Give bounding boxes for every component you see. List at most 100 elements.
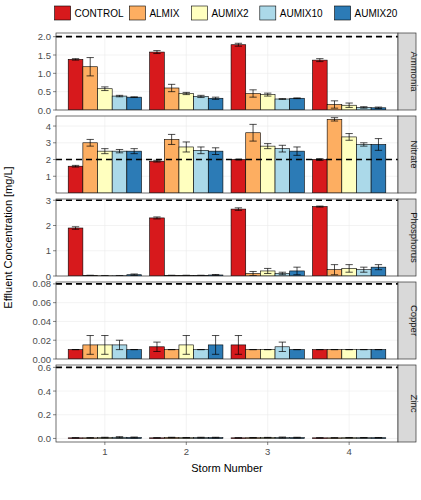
tick-mark — [53, 159, 56, 160]
error-bar — [168, 437, 175, 438]
y-tick-label: 0.6 — [38, 362, 51, 373]
error-bar — [331, 437, 338, 438]
bar — [327, 119, 342, 193]
bar — [150, 437, 165, 439]
error-bar — [249, 271, 256, 275]
bar — [371, 144, 386, 193]
panel: 0.00.20.40.61234Zinc — [38, 362, 420, 457]
error-bar — [316, 349, 323, 350]
error-bar — [293, 97, 300, 99]
bar — [68, 166, 83, 193]
panel-border — [56, 199, 398, 276]
bar — [68, 228, 83, 276]
bar — [246, 437, 261, 439]
tick-mark — [53, 73, 56, 74]
tick-mark — [53, 176, 56, 177]
grid-line — [104, 365, 105, 442]
bar — [342, 350, 357, 359]
error-bar — [249, 437, 256, 438]
legend: CONTROLALMIXAUMIX2AUMIX10AUMIX20 — [55, 6, 398, 20]
bar — [290, 151, 305, 193]
bar — [327, 350, 342, 359]
bar — [83, 143, 98, 193]
error-bar — [153, 437, 160, 438]
grid-line — [104, 199, 105, 276]
bar — [275, 149, 290, 193]
bar — [231, 160, 246, 193]
bar — [260, 350, 275, 359]
reference-line — [56, 367, 398, 369]
error-bar — [72, 437, 79, 438]
bar — [313, 60, 328, 110]
tick-mark — [104, 442, 105, 445]
y-tick-label: 1 — [46, 245, 51, 256]
error-bar — [345, 349, 352, 350]
error-bar — [101, 336, 108, 355]
panel-border — [56, 282, 398, 359]
panel: 0123Phosphorus — [46, 195, 420, 282]
y-tick-label: 2.0 — [38, 31, 51, 42]
legend-key — [335, 6, 351, 20]
y-tick-label: 0.2 — [38, 409, 51, 420]
error-bar — [264, 268, 271, 273]
error-bar — [235, 336, 242, 355]
x-tick-label: 2 — [184, 446, 189, 457]
bar — [112, 96, 127, 110]
panel-background — [56, 116, 398, 193]
marks — [56, 200, 398, 276]
bar — [194, 437, 209, 439]
error-bar — [375, 349, 382, 350]
legend-key — [260, 6, 276, 20]
y-tick-label: 0.5 — [38, 86, 51, 97]
grid-line — [56, 414, 398, 415]
bar — [371, 350, 386, 359]
grid-line — [56, 200, 398, 201]
legend-label: AUMIX20 — [355, 8, 398, 19]
grid-line — [56, 438, 398, 439]
tick-mark — [53, 110, 56, 111]
reference-line — [56, 36, 398, 38]
bar — [179, 94, 194, 111]
grid-line — [56, 391, 398, 392]
error-bar — [212, 437, 219, 439]
bar — [150, 161, 165, 193]
error-bar — [279, 98, 286, 100]
bar — [98, 151, 113, 193]
error-bar — [375, 437, 382, 438]
y-tick-label: 2 — [46, 220, 51, 231]
error-bar — [345, 103, 352, 107]
tick-mark — [53, 126, 56, 127]
error-bar — [279, 272, 286, 275]
grid-line — [56, 340, 398, 341]
panel-border — [56, 116, 398, 193]
bar — [231, 45, 246, 110]
bar — [194, 150, 209, 193]
error-bar — [183, 336, 190, 355]
error-bar — [72, 165, 79, 167]
panel-border — [56, 33, 398, 110]
error-bar — [345, 265, 352, 273]
grid-line — [186, 365, 187, 442]
panel: 0.00.51.01.52.0Ammonia — [38, 31, 420, 115]
grid-line — [56, 283, 398, 284]
error-bar — [249, 124, 256, 141]
grid-line — [56, 36, 398, 37]
bar — [290, 98, 305, 110]
error-bar — [212, 148, 219, 155]
tick-mark — [186, 442, 187, 445]
bar — [246, 133, 261, 193]
bar — [260, 95, 275, 110]
bar — [127, 437, 142, 439]
x-tick-label: 1 — [102, 446, 107, 457]
grid-line — [186, 199, 187, 276]
bar — [208, 98, 223, 110]
error-bar — [279, 437, 286, 439]
grid-line — [56, 55, 398, 56]
error-bar — [279, 145, 286, 152]
grid-line — [56, 225, 398, 226]
legend-label: AUMIX10 — [280, 8, 323, 19]
error-bar — [360, 349, 367, 350]
error-bar — [168, 349, 175, 350]
error-bar — [375, 139, 382, 151]
y-tick-label: 1 — [46, 171, 51, 182]
